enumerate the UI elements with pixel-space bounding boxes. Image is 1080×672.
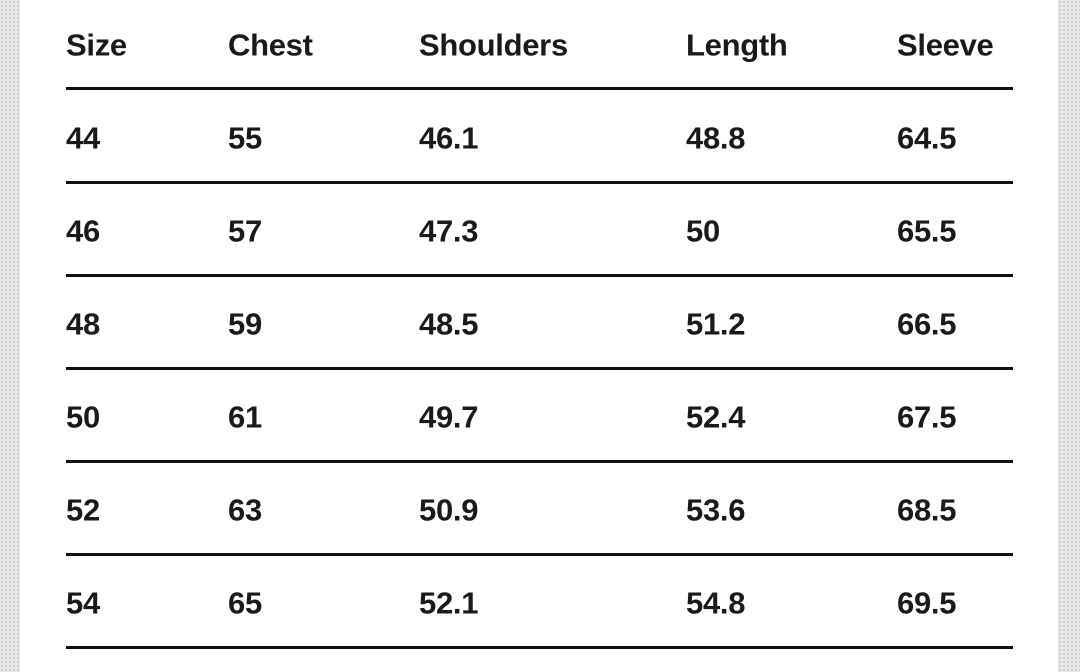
table-cell: 46.1 [419,120,479,156]
table-cell: 61 [228,399,262,435]
table-cell: 68.5 [897,492,957,528]
table-cell: 50.9 [419,492,479,528]
row-divider [66,274,1013,277]
table-cell: 50 [66,399,100,435]
header-cell: Shoulders [419,27,568,63]
row-divider [66,87,1013,90]
table-cell: 69.5 [897,585,957,621]
row-divider [66,553,1013,556]
table-cell: 50 [686,213,720,249]
header-cell: Sleeve [897,27,994,63]
table-cell: 57 [228,213,262,249]
left-border [0,0,20,672]
table-cell: 52.4 [686,399,746,435]
header-cell: Size [66,27,127,63]
table-cell: 63 [228,492,262,528]
table-cell: 65 [228,585,262,621]
table-cell: 48.5 [419,306,479,342]
table-cell: 55 [228,120,262,156]
table-cell: 51.2 [686,306,746,342]
table-cell: 54 [66,585,100,621]
row-divider [66,646,1013,649]
right-border [1058,0,1080,672]
row-divider [66,367,1013,370]
table-cell: 64.5 [897,120,957,156]
table-cell: 65.5 [897,213,957,249]
table-cell: 66.5 [897,306,957,342]
table-cell: 49.7 [419,399,479,435]
table-cell: 52.1 [419,585,479,621]
table-cell: 48.8 [686,120,746,156]
table-cell: 48 [66,306,100,342]
row-divider [66,181,1013,184]
table-cell: 54.8 [686,585,746,621]
table-cell: 59 [228,306,262,342]
header-cell: Chest [228,27,313,63]
header-cell: Length [686,27,788,63]
row-divider [66,460,1013,463]
table-cell: 52 [66,492,100,528]
table-cell: 53.6 [686,492,746,528]
table-cell: 47.3 [419,213,479,249]
table-cell: 67.5 [897,399,957,435]
table-cell: 44 [66,120,100,156]
table-cell: 46 [66,213,100,249]
